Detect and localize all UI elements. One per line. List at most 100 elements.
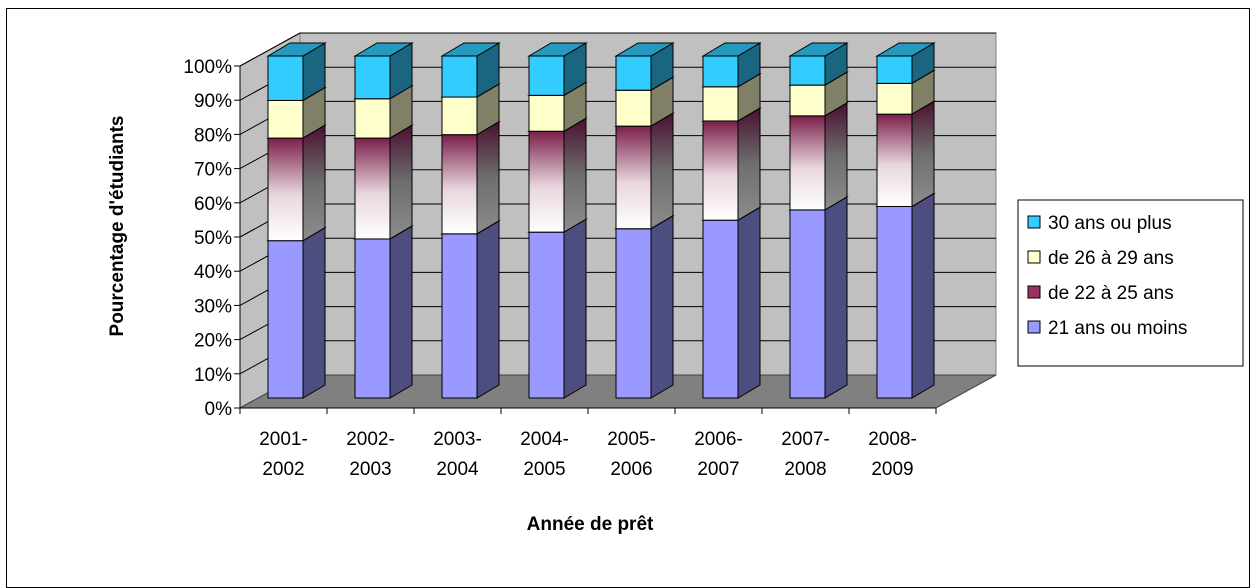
bar-segment bbox=[875, 100, 936, 208]
legend-label: 30 ans ou plus bbox=[1048, 213, 1172, 234]
bar-front bbox=[267, 99, 304, 139]
bar-side bbox=[911, 192, 935, 399]
bar-front bbox=[876, 205, 913, 399]
bar-front bbox=[789, 209, 826, 399]
bar-top bbox=[266, 42, 327, 57]
bar-side bbox=[737, 107, 761, 222]
bar-front bbox=[354, 137, 391, 240]
bar-front bbox=[702, 55, 739, 88]
x-tick-label: 2004 bbox=[436, 459, 479, 480]
bar-segment bbox=[527, 218, 588, 399]
bar-front bbox=[354, 55, 391, 100]
x-tick-label: 2007- bbox=[781, 429, 830, 450]
x-axis-title: Année de prêt bbox=[527, 514, 654, 535]
bar-segment bbox=[788, 42, 849, 86]
x-tick-label: 2004- bbox=[520, 429, 569, 450]
bar-side bbox=[911, 100, 935, 208]
legend-box bbox=[1017, 199, 1244, 367]
x-tick-label: 2003 bbox=[349, 459, 391, 480]
y-tick-label: 0% bbox=[205, 399, 233, 420]
legend-swatch bbox=[1027, 215, 1041, 229]
bar-front bbox=[528, 55, 565, 96]
x-tick-label: 2009 bbox=[871, 459, 913, 480]
x-tick-label: 2002- bbox=[346, 429, 395, 450]
x-tick-label: 2007 bbox=[697, 459, 739, 480]
legend-swatch bbox=[1027, 285, 1041, 299]
y-tick-label: 20% bbox=[194, 331, 232, 352]
bar-front bbox=[789, 55, 826, 86]
bar-front bbox=[615, 125, 652, 230]
bar-segment bbox=[440, 120, 501, 235]
bar-front bbox=[615, 228, 652, 399]
bar-top bbox=[701, 42, 762, 57]
y-tick-label: 40% bbox=[194, 262, 232, 283]
x-tick-label: 2002 bbox=[262, 459, 304, 480]
bar-front bbox=[267, 240, 304, 399]
gridline-side bbox=[239, 32, 301, 67]
bar-segment bbox=[701, 42, 762, 88]
bar-segment bbox=[266, 42, 327, 102]
bar-segment bbox=[266, 226, 327, 399]
bar-segment bbox=[353, 42, 414, 100]
bar-segment bbox=[527, 117, 588, 234]
bar-front bbox=[441, 55, 478, 98]
bars bbox=[266, 42, 936, 399]
bar-side bbox=[650, 112, 674, 230]
bar-front bbox=[876, 113, 913, 207]
bar-front bbox=[441, 134, 478, 235]
bar-segment bbox=[353, 225, 414, 399]
bar-segment bbox=[440, 219, 501, 399]
y-tick-label: 10% bbox=[194, 365, 232, 386]
bar-top bbox=[440, 42, 501, 57]
y-tick-label: 30% bbox=[194, 296, 232, 317]
bar-front bbox=[528, 231, 565, 399]
bar-side bbox=[476, 120, 500, 235]
bar-segment bbox=[788, 101, 849, 211]
bar-front bbox=[354, 238, 391, 399]
bar-front bbox=[789, 84, 826, 117]
bar-front bbox=[528, 94, 565, 132]
bar-segment bbox=[266, 124, 327, 242]
bar-segment bbox=[701, 107, 762, 222]
bar-front bbox=[876, 55, 913, 84]
bar-segment bbox=[614, 42, 675, 92]
x-tick-label: 2005 bbox=[523, 459, 565, 480]
bar-side bbox=[563, 117, 587, 234]
legend-swatch bbox=[1027, 250, 1041, 264]
bar-segment bbox=[440, 42, 501, 98]
bar-side bbox=[824, 101, 848, 211]
bar-side bbox=[737, 206, 761, 399]
bar-side bbox=[389, 225, 413, 399]
bar-top bbox=[788, 42, 849, 57]
bar-top bbox=[875, 42, 936, 57]
y-tick-label: 50% bbox=[194, 228, 232, 249]
bar-side bbox=[824, 196, 848, 399]
bar-front bbox=[615, 55, 652, 91]
bar-segment bbox=[875, 192, 936, 399]
bar-front bbox=[267, 55, 304, 101]
x-axis-ticks: 2001- 2002 2002- 2003 2003- 2004 2004- 2005 2005… bbox=[239, 407, 937, 480]
bar-side bbox=[650, 214, 674, 399]
x-tick-label: 2006- bbox=[694, 429, 743, 450]
bar-side bbox=[302, 226, 326, 399]
bar-front bbox=[267, 137, 304, 242]
y-tick-label: 60% bbox=[194, 194, 232, 215]
bar-side bbox=[302, 124, 326, 242]
bar-side bbox=[389, 124, 413, 240]
bar-front bbox=[354, 98, 391, 139]
bar-front bbox=[441, 233, 478, 399]
x-tick-label: 2001- bbox=[259, 429, 308, 450]
y-axis-title: Pourcentage d'étudiants bbox=[107, 116, 128, 337]
x-tick-label: 2008 bbox=[784, 459, 826, 480]
bar-front bbox=[702, 86, 739, 122]
legend-label: de 22 à 25 ans bbox=[1048, 283, 1174, 304]
bar-side bbox=[476, 219, 500, 399]
bar-front bbox=[702, 219, 739, 399]
x-tick-label: 2008- bbox=[868, 429, 917, 450]
bar-top bbox=[614, 42, 675, 57]
bar-top bbox=[527, 42, 588, 57]
bar-segment bbox=[875, 42, 936, 85]
bar-side bbox=[563, 218, 587, 399]
bar-segment bbox=[527, 42, 588, 97]
bar-front bbox=[789, 115, 826, 211]
